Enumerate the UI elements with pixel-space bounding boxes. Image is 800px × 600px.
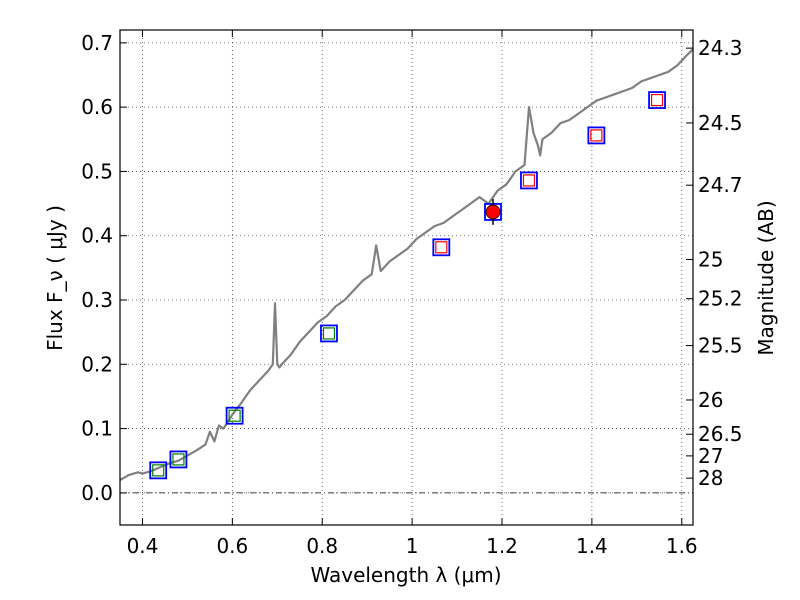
observed-photometry-square — [152, 464, 165, 477]
model-photometry-square — [320, 324, 338, 343]
y-axis-left-label: Flux F_ν ( μJy ) — [43, 205, 67, 351]
x-tick-label: 1.4 — [576, 534, 608, 558]
y-tick-label: 0.4 — [81, 224, 113, 248]
x-tick-label: 0.6 — [216, 534, 248, 558]
observed-photometry-square — [590, 129, 603, 142]
mag-tick-label: 24.7 — [698, 173, 743, 197]
y-axis-right-label: Magnitude (AB) — [754, 200, 778, 355]
mag-tick-label: 26 — [698, 388, 723, 412]
detection-point — [485, 204, 501, 220]
spectrum-group — [119, 48, 694, 481]
observed-photometry-square — [435, 241, 448, 254]
grid — [120, 30, 693, 525]
mag-tick-label: 25.5 — [698, 334, 743, 358]
mag-tick-label: 28 — [698, 466, 723, 490]
mag-tick-label: 24.5 — [698, 111, 743, 135]
mag-tick-label: 25.2 — [698, 287, 743, 311]
observed-photometry-square — [522, 174, 536, 187]
y-tick-label: 0.2 — [81, 352, 113, 376]
model-photometry-square — [225, 406, 244, 425]
mag-tick-label: 27 — [698, 444, 723, 468]
spectrum-line — [119, 48, 694, 481]
y-tick-label: 0.7 — [81, 31, 113, 55]
x-tick-label: 1 — [406, 534, 419, 558]
x-tick-label: 0.8 — [306, 534, 338, 558]
mag-tick-label: 25 — [698, 247, 723, 271]
model-photometry-square — [520, 171, 538, 190]
plot-area — [120, 30, 693, 525]
observed-photometry-square — [322, 327, 336, 340]
markers-group — [149, 91, 666, 480]
x-tick-label: 0.4 — [127, 534, 159, 558]
observed-photometry-square — [228, 409, 241, 422]
model-photometry-square — [149, 461, 168, 480]
observed-photometry-square — [650, 93, 664, 107]
model-photometry-square — [648, 91, 666, 109]
mag-tick-label: 24.3 — [698, 36, 743, 60]
y-tick-label: 0.0 — [81, 481, 113, 505]
ticks-group: 0.4 0.6 0.8 1 1.2 1.4 1.6 0.0 0.1 0.2 0.3 0.4 0.5 0.6… — [81, 30, 743, 558]
plot-frame — [119, 29, 694, 526]
model-photometry-square — [169, 450, 188, 469]
y-tick-label: 0.6 — [81, 95, 113, 119]
mag-tick-label: 26.5 — [698, 422, 743, 446]
y-tick-label: 0.1 — [81, 417, 113, 441]
model-photometry-square — [432, 238, 451, 257]
x-axis-label: Wavelength λ (μm) — [310, 563, 501, 587]
x-tick-label: 1.2 — [486, 534, 518, 558]
model-photometry-square — [587, 126, 606, 145]
y-tick-label: 0.5 — [81, 159, 113, 183]
x-tick-label: 1.6 — [666, 534, 698, 558]
observed-photometry-square — [172, 453, 185, 466]
y-tick-label: 0.3 — [81, 288, 113, 312]
